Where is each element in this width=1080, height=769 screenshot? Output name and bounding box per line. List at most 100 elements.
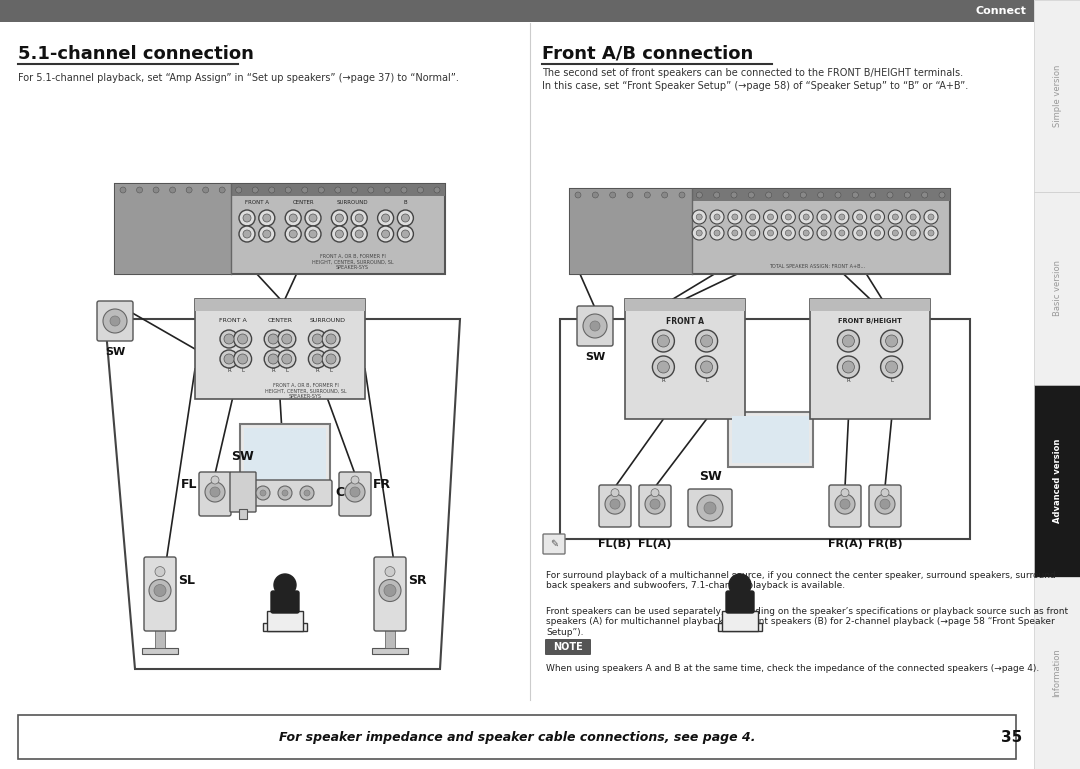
Circle shape xyxy=(243,230,251,238)
Circle shape xyxy=(714,230,720,236)
Circle shape xyxy=(355,214,363,222)
Circle shape xyxy=(804,214,809,220)
Circle shape xyxy=(384,584,396,597)
Circle shape xyxy=(939,192,945,198)
Circle shape xyxy=(368,187,374,193)
Circle shape xyxy=(282,490,288,496)
Circle shape xyxy=(881,489,889,497)
Text: FR(A): FR(A) xyxy=(827,539,863,549)
Circle shape xyxy=(610,499,620,509)
Circle shape xyxy=(910,214,916,220)
FancyBboxPatch shape xyxy=(199,472,231,516)
Text: TOTAL SPEAKER ASSIGN: FRONT A+B...: TOTAL SPEAKER ASSIGN: FRONT A+B... xyxy=(769,264,865,268)
Bar xyxy=(141,648,178,654)
Text: Basic version: Basic version xyxy=(1053,261,1062,316)
Circle shape xyxy=(402,214,409,222)
Bar xyxy=(718,623,762,631)
Text: R: R xyxy=(227,368,231,374)
Circle shape xyxy=(220,330,238,348)
Text: L: L xyxy=(285,368,288,374)
Circle shape xyxy=(768,230,773,236)
Circle shape xyxy=(305,210,321,226)
FancyBboxPatch shape xyxy=(869,485,901,527)
Circle shape xyxy=(301,187,308,193)
Circle shape xyxy=(605,494,625,514)
Circle shape xyxy=(149,580,171,601)
Circle shape xyxy=(853,226,866,240)
Circle shape xyxy=(781,226,795,240)
Circle shape xyxy=(875,214,880,220)
Circle shape xyxy=(205,482,225,502)
Circle shape xyxy=(110,316,120,326)
Bar xyxy=(625,299,745,419)
Text: L: L xyxy=(241,368,244,374)
Circle shape xyxy=(259,226,274,242)
Circle shape xyxy=(285,210,301,226)
Circle shape xyxy=(799,210,813,224)
Circle shape xyxy=(701,335,713,347)
Text: When using speakers A and B at the same time, check the impedance of the connect: When using speakers A and B at the same … xyxy=(546,664,1039,673)
Circle shape xyxy=(300,486,314,500)
Circle shape xyxy=(785,230,792,236)
Text: Simple version: Simple version xyxy=(1053,65,1062,128)
Circle shape xyxy=(704,502,716,514)
Circle shape xyxy=(928,214,934,220)
Circle shape xyxy=(285,187,292,193)
Circle shape xyxy=(381,214,390,222)
Text: FRONT B/HEIGHT: FRONT B/HEIGHT xyxy=(838,318,902,324)
Circle shape xyxy=(835,494,855,514)
Circle shape xyxy=(841,489,849,497)
Text: R: R xyxy=(847,378,850,384)
Text: L: L xyxy=(329,368,333,374)
Circle shape xyxy=(766,192,772,198)
Circle shape xyxy=(611,489,619,497)
Text: L: L xyxy=(890,378,893,384)
Circle shape xyxy=(870,210,885,224)
Circle shape xyxy=(233,330,252,348)
Bar xyxy=(114,184,445,274)
Circle shape xyxy=(309,230,318,238)
Circle shape xyxy=(870,226,885,240)
Circle shape xyxy=(818,192,824,198)
Circle shape xyxy=(260,490,266,496)
Circle shape xyxy=(732,214,738,220)
Circle shape xyxy=(289,230,297,238)
Circle shape xyxy=(402,230,409,238)
Circle shape xyxy=(239,226,255,242)
Circle shape xyxy=(351,226,367,242)
Circle shape xyxy=(800,192,807,198)
Circle shape xyxy=(153,187,159,193)
Bar xyxy=(810,299,930,419)
Text: SURROUND: SURROUND xyxy=(337,199,368,205)
Bar xyxy=(114,184,445,196)
Circle shape xyxy=(880,330,903,352)
Circle shape xyxy=(732,230,738,236)
Circle shape xyxy=(821,230,827,236)
Circle shape xyxy=(384,187,391,193)
Circle shape xyxy=(816,226,831,240)
Circle shape xyxy=(326,334,336,344)
Circle shape xyxy=(238,334,247,344)
Text: R: R xyxy=(662,378,665,384)
Circle shape xyxy=(886,335,897,347)
Text: ✎: ✎ xyxy=(550,539,558,549)
Circle shape xyxy=(583,314,607,338)
Circle shape xyxy=(799,226,813,240)
Circle shape xyxy=(745,210,759,224)
Circle shape xyxy=(418,187,423,193)
Bar xyxy=(0,0,1034,22)
Circle shape xyxy=(692,226,706,240)
Circle shape xyxy=(312,334,323,344)
Circle shape xyxy=(282,334,292,344)
Circle shape xyxy=(886,361,897,373)
Circle shape xyxy=(378,226,393,242)
Bar xyxy=(1034,192,1080,384)
Circle shape xyxy=(103,309,127,333)
Circle shape xyxy=(319,187,324,193)
Circle shape xyxy=(928,230,934,236)
FancyBboxPatch shape xyxy=(97,301,133,341)
Circle shape xyxy=(224,334,234,344)
Circle shape xyxy=(378,210,393,226)
Circle shape xyxy=(243,214,251,222)
Circle shape xyxy=(332,210,348,226)
